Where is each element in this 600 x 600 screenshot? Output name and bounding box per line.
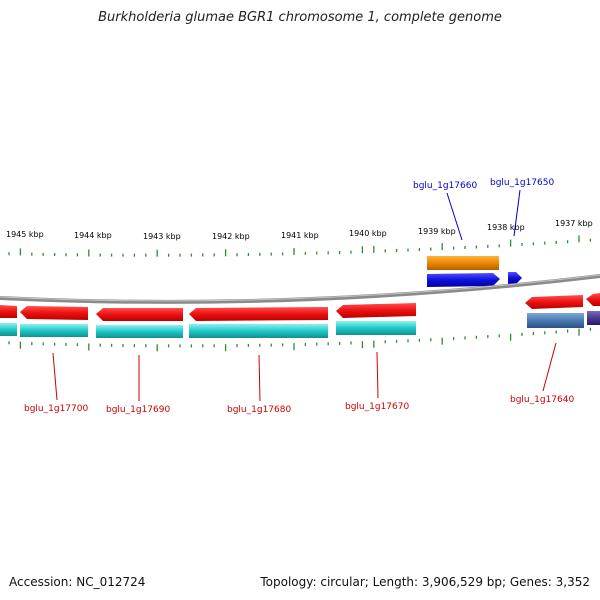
gene-label[interactable]: bglu_1g17690 [106,405,170,415]
reverse-gene-row [0,311,600,338]
ruler-label: 1937 kbp [555,219,593,228]
ruler-labels: 1945 kbp 1944 kbp 1943 kbp 1942 kbp 1941… [6,219,593,241]
upper-tick-row [8,235,592,257]
lower-tick-row [8,327,592,352]
cds-arrow-reverse [0,305,17,318]
ruler-label: 1938 kbp [487,223,525,232]
ruler-label: 1939 kbp [418,227,456,236]
gene-label[interactable]: bglu_1g17640 [510,395,574,405]
ruler-label: 1940 kbp [349,229,387,238]
genome-backbone-highlight [0,274,600,302]
gene-feature-cyan [20,324,88,337]
genome-backbone [0,274,600,304]
gene-feature-steelblue [527,313,584,328]
ruler-label: 1942 kbp [212,232,250,241]
cds-arrow-reverse [586,293,600,306]
gene-label[interactable]: bglu_1g17650 [490,178,554,188]
cds-arrow-forward-small [508,272,522,284]
gene-feature-cyan [0,323,17,336]
genome-summary-text: Topology: circular; Length: 3,906,529 bp… [260,575,590,589]
gene-label[interactable]: bglu_1g17670 [345,402,409,412]
label-leaders [52,189,557,402]
ruler-label: 1944 kbp [74,231,112,240]
cds-arrow-reverse [20,306,88,320]
leader-line [542,342,557,392]
reverse-cds-row [0,293,600,321]
ruler-label: 1945 kbp [6,230,44,239]
cds-arrow-reverse [525,295,583,309]
gene-label[interactable]: bglu_1g17700 [24,404,88,414]
cds-arrow-forward [427,273,500,287]
leader-line [258,354,261,402]
gene-feature-orange [427,256,499,270]
ruler-label: 1941 kbp [281,231,319,240]
gene-labels: bglu_1g17660 bglu_1g17650 bglu_1g17700 b… [24,178,574,415]
gene-feature-purple [587,311,600,325]
gene-feature-cyan [189,324,328,338]
map-title: Burkholderia glumae BGR1 chromosome 1, c… [98,10,502,25]
leader-line [446,192,463,241]
cds-arrow-reverse [336,303,416,318]
gene-feature-cyan [96,325,183,338]
accession-text: Accession: NC_012724 [9,575,146,589]
forward-strand-features [427,256,522,287]
leader-line [52,352,58,401]
gene-feature-cyan [336,321,416,335]
cds-arrow-reverse [189,307,328,321]
leader-line [513,189,521,237]
ruler-label: 1943 kbp [143,232,181,241]
cds-arrow-reverse [96,308,183,321]
gene-label[interactable]: bglu_1g17680 [227,405,291,415]
leader-line [376,351,379,399]
gene-label[interactable]: bglu_1g17660 [413,181,477,191]
